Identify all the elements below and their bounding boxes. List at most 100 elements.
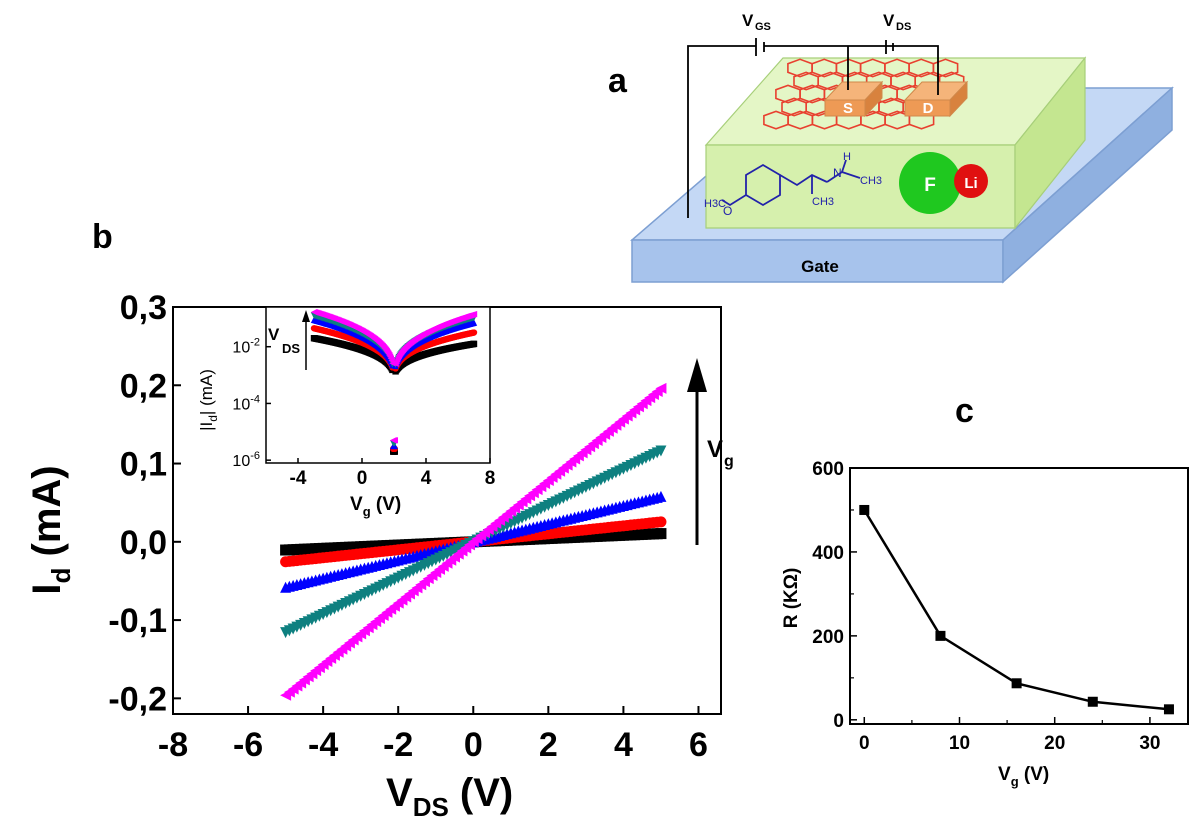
x-tick-label: -8	[158, 726, 188, 764]
svg-text:Li: Li	[964, 175, 977, 192]
c-y-tick-label: 600	[812, 459, 844, 480]
main-axis-ticks: -8 -6 -4 -2 0 2 4 6 -0,2 -0,1 0,0 0,1 0,2 0,3	[108, 289, 708, 764]
data-point	[655, 445, 667, 457]
drain-contact: D	[903, 80, 969, 118]
c-x-axis-title: Vg (V)	[998, 764, 1049, 789]
inset-x-tick-label: -4	[290, 468, 307, 489]
data-point	[655, 490, 667, 502]
x-tick-label: 0	[464, 726, 483, 764]
svg-text:V: V	[707, 436, 723, 463]
svg-text:CH3: CH3	[860, 175, 882, 187]
x-tick-label: 4	[614, 726, 633, 764]
c-y-tick-label: 0	[833, 711, 844, 732]
chart-c: c 0 10 20 30 0 200 400 600 Vg (V) R (KΩ)	[781, 392, 1189, 789]
inset-chart: -4 0 4 8 10-6 10-4 10-2 V DS Vg (V) |Id| (mA)	[197, 306, 495, 519]
y-tick-label: 0,2	[120, 367, 167, 405]
y-tick-label: 0,0	[120, 524, 167, 562]
inset-y-tick-label: 10-4	[232, 393, 260, 413]
vds-annotation: V DS	[268, 325, 300, 356]
inset-plot-frame	[265, 306, 491, 464]
c-y-axis-title: R (KΩ)	[781, 568, 802, 629]
inset-series-triangle-left	[310, 308, 478, 444]
inset-data-point	[389, 360, 396, 367]
c-x-tick-label: 10	[949, 733, 970, 754]
inset-series-square	[310, 335, 478, 455]
c-x-tick-label: 30	[1139, 733, 1160, 754]
c-data-point	[935, 630, 946, 641]
x-tick-label: 6	[689, 726, 708, 764]
x-tick-label: -4	[308, 726, 338, 764]
fluorine-ion: F	[899, 152, 961, 214]
c-y-tick-label: 400	[812, 543, 844, 564]
gate-label: Gate	[801, 257, 839, 276]
svg-text:GS: GS	[755, 21, 771, 33]
svg-text:VDS (V): VDS (V)	[386, 771, 513, 822]
inset-data-point	[470, 310, 478, 318]
main-x-axis-title: VDS (V)	[386, 771, 513, 822]
panel-label-c: c	[955, 392, 974, 430]
y-tick-label: -0,1	[108, 602, 167, 640]
electrolyte-block	[704, 56, 1087, 230]
svg-text:g: g	[724, 453, 734, 470]
svg-text:Vg (V): Vg (V)	[350, 494, 401, 519]
c-axis-ticks: 0 10 20 30 0 200 400 600	[812, 459, 1160, 754]
panel-label-a: a	[608, 62, 628, 100]
inset-axis-ticks: -4 0 4 8 10-6 10-4 10-2	[232, 337, 495, 489]
vds-arrow-head	[302, 310, 310, 322]
main-y-axis-title: Id (mA)	[25, 465, 76, 594]
inset-x-tick-label: 8	[485, 468, 496, 489]
panel-label-b: b	[92, 218, 113, 256]
source-label: S	[843, 100, 853, 117]
data-point	[655, 528, 667, 540]
svg-text:CH3: CH3	[812, 196, 834, 208]
main-series-group	[280, 382, 667, 701]
inset-data-point	[470, 340, 478, 348]
amine-molecule	[721, 159, 861, 207]
svg-text:H: H	[843, 151, 851, 163]
svg-text:N: N	[833, 166, 842, 180]
svg-text:O: O	[723, 204, 732, 218]
svg-text:DS: DS	[282, 341, 300, 356]
data-point	[655, 382, 667, 394]
lithium-ion: Li	[954, 164, 988, 198]
drain-label: D	[923, 100, 934, 117]
x-tick-label: -2	[383, 726, 413, 764]
vg-annotation: V g	[707, 436, 734, 470]
inset-x-tick-label: 4	[421, 468, 432, 489]
source-contact: S	[823, 80, 884, 118]
inset-data-point	[470, 329, 478, 336]
inset-series-group	[310, 308, 478, 455]
c-data-point	[1011, 678, 1022, 689]
c-y-tick-label: 200	[812, 627, 844, 648]
inset-x-axis-title: Vg (V)	[350, 494, 401, 519]
inset-data-point	[391, 437, 398, 444]
svg-text:R (KΩ): R (KΩ)	[781, 568, 802, 629]
y-tick-label: 0,1	[120, 446, 167, 484]
svg-text:Vg (V): Vg (V)	[998, 764, 1049, 789]
inset-y-axis-title: |Id| (mA)	[197, 369, 220, 431]
svg-text:V: V	[268, 325, 280, 344]
inset-x-tick-label: 0	[357, 468, 368, 489]
c-x-tick-label: 0	[859, 733, 870, 754]
inset-y-tick-label: 10-6	[232, 450, 260, 470]
c-x-tick-label: 20	[1044, 733, 1065, 754]
inset-data-point	[470, 319, 478, 326]
svg-text:V: V	[742, 11, 754, 30]
c-series-group	[859, 504, 1174, 715]
chart-b: b -8 -6 -4 -2 0 2 4 6 -0,2 -0,1 0,0 0,1 0,2 0,3 V g V…	[25, 218, 734, 822]
device-schematic: a Gate S D	[608, 11, 1174, 284]
graphene-hexagon	[932, 58, 959, 78]
vgs-label: V GS	[742, 11, 771, 33]
x-tick-label: 2	[539, 726, 558, 764]
x-tick-label: -6	[233, 726, 263, 764]
vds-label: V DS	[883, 11, 911, 33]
svg-text:|Id| (mA): |Id| (mA)	[197, 369, 220, 431]
svg-text:Id (mA): Id (mA)	[25, 465, 76, 594]
series-triangle-left	[280, 382, 667, 701]
data-point	[655, 516, 667, 528]
y-tick-label: 0,3	[120, 289, 167, 327]
c-data-point	[1087, 696, 1098, 707]
molecule-text: H3C O H N CH3 CH3	[704, 151, 882, 218]
vg-arrow-head	[687, 358, 707, 392]
